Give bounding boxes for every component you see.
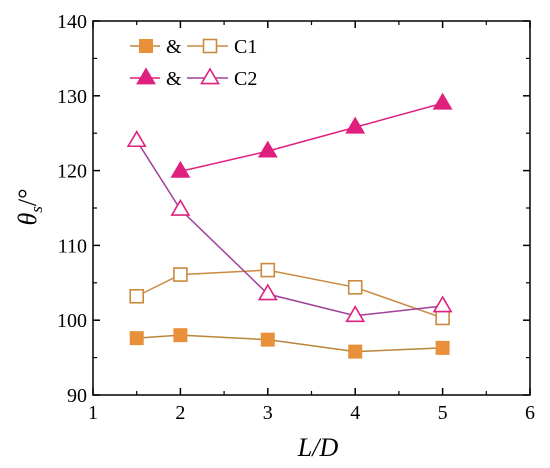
data-point bbox=[129, 331, 144, 346]
y-tick-label: 100 bbox=[57, 310, 87, 332]
y-tick-label: 120 bbox=[57, 161, 87, 183]
x-tick-label: 4 bbox=[350, 402, 360, 424]
x-tick-label: 2 bbox=[175, 402, 185, 424]
data-point bbox=[260, 262, 276, 278]
plot-frame bbox=[92, 20, 531, 396]
y-tick-label: 90 bbox=[67, 385, 87, 407]
legend-entry-c2: & C2 bbox=[130, 67, 257, 90]
data-point bbox=[170, 160, 191, 178]
data-point bbox=[170, 198, 191, 216]
data-point bbox=[432, 92, 453, 110]
data-point bbox=[173, 267, 188, 282]
x-tick-label: 3 bbox=[263, 402, 273, 424]
data-point bbox=[126, 130, 147, 148]
data-point bbox=[347, 279, 363, 295]
series-line bbox=[180, 102, 443, 173]
legend-marker-open bbox=[202, 38, 218, 54]
y-tick-label: 130 bbox=[57, 86, 87, 108]
data-point bbox=[348, 344, 363, 359]
y-axis-label-unit: /° bbox=[13, 188, 42, 206]
legend-joiner: & bbox=[166, 68, 182, 90]
data-point bbox=[345, 305, 366, 323]
series-c1-open bbox=[129, 262, 450, 326]
axes: 1 2 3 4 5 6 90 100 110 120 130 140 bbox=[57, 11, 535, 424]
data-point bbox=[260, 332, 275, 347]
series-layer bbox=[126, 92, 453, 359]
data-point bbox=[173, 328, 188, 343]
x-tick-label: 6 bbox=[525, 402, 535, 424]
data-point bbox=[435, 310, 450, 326]
y-axis-label-symbol: θ bbox=[13, 213, 42, 226]
data-point bbox=[345, 116, 366, 134]
legend-label: C2 bbox=[234, 68, 257, 90]
legend-marker-open bbox=[200, 67, 220, 85]
y-tick-label: 110 bbox=[58, 235, 87, 257]
series-c1-filled bbox=[129, 328, 450, 359]
data-point bbox=[435, 340, 450, 355]
y-axis-label-subscript: s bbox=[27, 206, 46, 213]
data-point bbox=[257, 140, 278, 158]
data-point bbox=[257, 283, 278, 301]
y-axis-label: θs/° bbox=[13, 188, 46, 225]
x-tick-label: 5 bbox=[438, 402, 448, 424]
y-tick-label: 140 bbox=[57, 11, 87, 33]
series-c2-open bbox=[126, 130, 453, 323]
x-axis-label: L/D bbox=[297, 433, 339, 462]
legend-marker-filled bbox=[136, 67, 156, 85]
data-point bbox=[129, 288, 144, 304]
legend-label: C1 bbox=[234, 36, 257, 58]
x-tick-label: 1 bbox=[88, 402, 98, 424]
data-point bbox=[432, 295, 453, 313]
legend-joiner: & bbox=[166, 36, 182, 58]
series-c2-filled bbox=[170, 92, 453, 178]
legend-marker-filled bbox=[139, 39, 153, 53]
legend: & C1 & C2 bbox=[130, 36, 257, 90]
legend-entry-c1: & C1 bbox=[130, 36, 257, 58]
